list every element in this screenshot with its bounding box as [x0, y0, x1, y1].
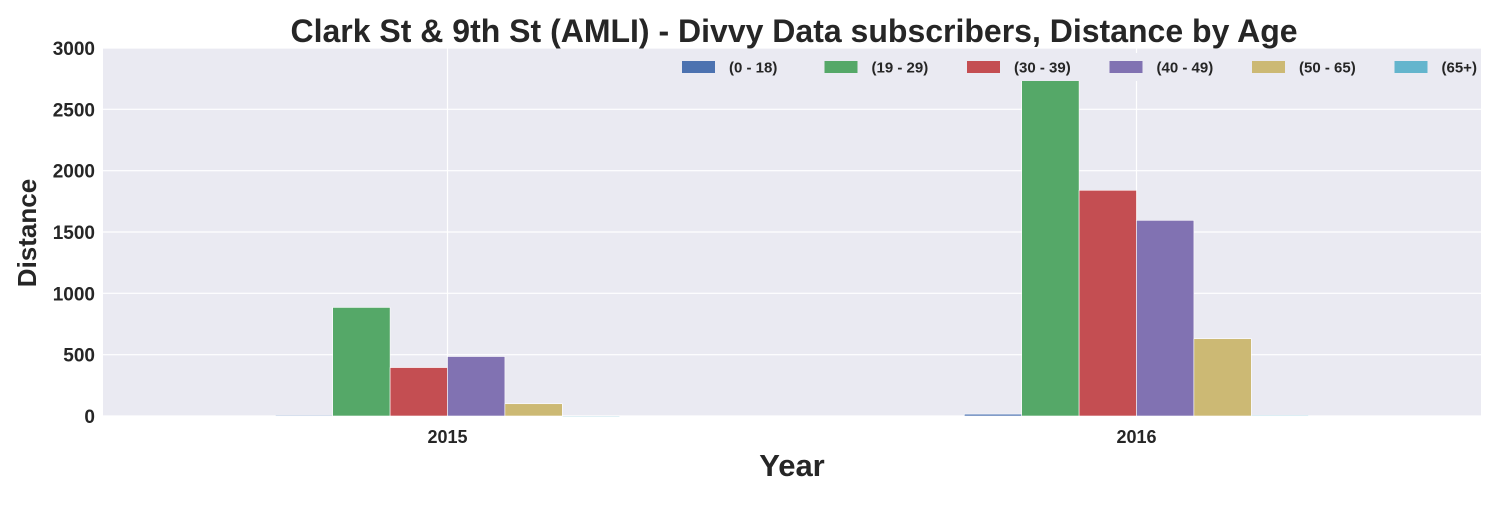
y-axis-ticks: 0 500 1000 1500 2000 2500 3000 [53, 39, 95, 428]
bar [963, 413, 1022, 417]
legend-label: (40 - 49) [1157, 60, 1214, 77]
legend-label: (0 - 18) [729, 60, 777, 77]
y-tick-label: 2500 [53, 100, 95, 121]
bar [332, 307, 391, 417]
y-tick-label: 3000 [53, 39, 95, 60]
x-tick-label: 2016 [1116, 427, 1156, 447]
bar [561, 415, 620, 418]
legend-frame [675, 53, 1478, 81]
legend-swatch [1252, 61, 1285, 73]
bar [1078, 189, 1137, 417]
legend-label: (30 - 39) [1014, 60, 1071, 77]
bar [1136, 220, 1195, 417]
x-axis-ticks: 2015 2016 [427, 427, 1156, 447]
legend-swatch [1394, 61, 1428, 73]
y-tick-label: 500 [63, 346, 95, 367]
bar [1193, 338, 1252, 417]
y-tick-label: 1500 [53, 223, 95, 244]
bar [1251, 415, 1310, 417]
legend: (0 - 18) (19 - 29) (30 - 39) (40 - 49) (50 -… [675, 53, 1478, 81]
legend-swatch [682, 61, 715, 73]
bar [447, 356, 506, 417]
bar [274, 415, 333, 417]
legend-swatch [967, 61, 1000, 73]
x-tick-label: 2015 [427, 427, 467, 447]
y-tick-label: 0 [84, 407, 95, 428]
legend-label: (50 - 65) [1299, 60, 1356, 77]
y-tick-label: 2000 [53, 162, 95, 183]
bars [274, 80, 1310, 418]
legend-label: (65+) [1442, 60, 1477, 77]
y-tick-label: 1000 [53, 284, 95, 305]
legend-swatch [824, 61, 858, 73]
bar [389, 367, 448, 417]
bar [1021, 80, 1080, 417]
legend-label: (19 - 29) [872, 60, 929, 77]
chart-title: Clark St & 9th St (AMLI) - Divvy Data su… [290, 13, 1297, 49]
x-axis-label: Year [759, 448, 825, 483]
bar [504, 403, 563, 417]
y-axis-label: Distance [12, 179, 42, 287]
legend-swatch [1109, 61, 1143, 73]
